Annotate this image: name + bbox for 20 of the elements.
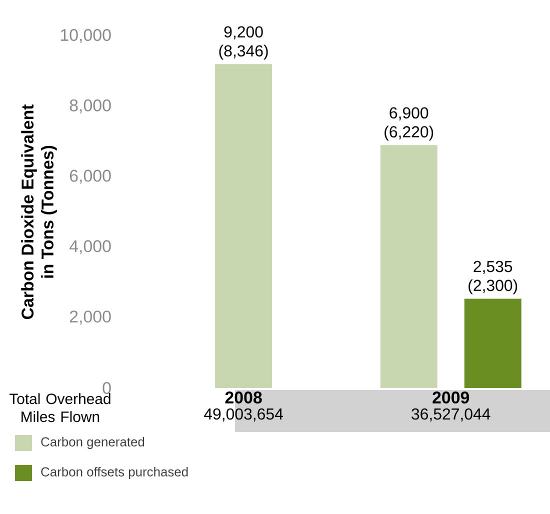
bar xyxy=(380,145,438,388)
x-tick-label: 2009 xyxy=(432,392,470,404)
y-tick-label: 6,000 xyxy=(70,170,111,184)
legend-label: Carbon offsets purchased xyxy=(41,466,188,480)
y-tick-label: 4,000 xyxy=(69,240,111,254)
bar xyxy=(215,64,272,388)
data-label: 9,200 (8,346) xyxy=(219,26,268,60)
y-tick-label: 0 xyxy=(102,382,111,394)
x-tick-label: 2008 xyxy=(225,392,262,404)
bar xyxy=(464,298,522,388)
data-label: 6,900 (6,220) xyxy=(384,107,434,141)
y-axis-title: Carbon Dioxide Equivalent in Tons (Tonnes) xyxy=(21,104,57,320)
legend-label: Carbon generated xyxy=(41,436,144,450)
y-tick-label: 10,000 xyxy=(60,28,111,43)
y-tick-label: 2,000 xyxy=(70,310,111,325)
text: 36,527,044 xyxy=(412,408,490,422)
data-label: 2,535 (2,300) xyxy=(468,260,518,294)
y-tick-label: 8,000 xyxy=(70,99,111,114)
text: Total Overhead Miles Flown xyxy=(9,393,110,422)
text: 49,003,654 xyxy=(204,408,283,422)
